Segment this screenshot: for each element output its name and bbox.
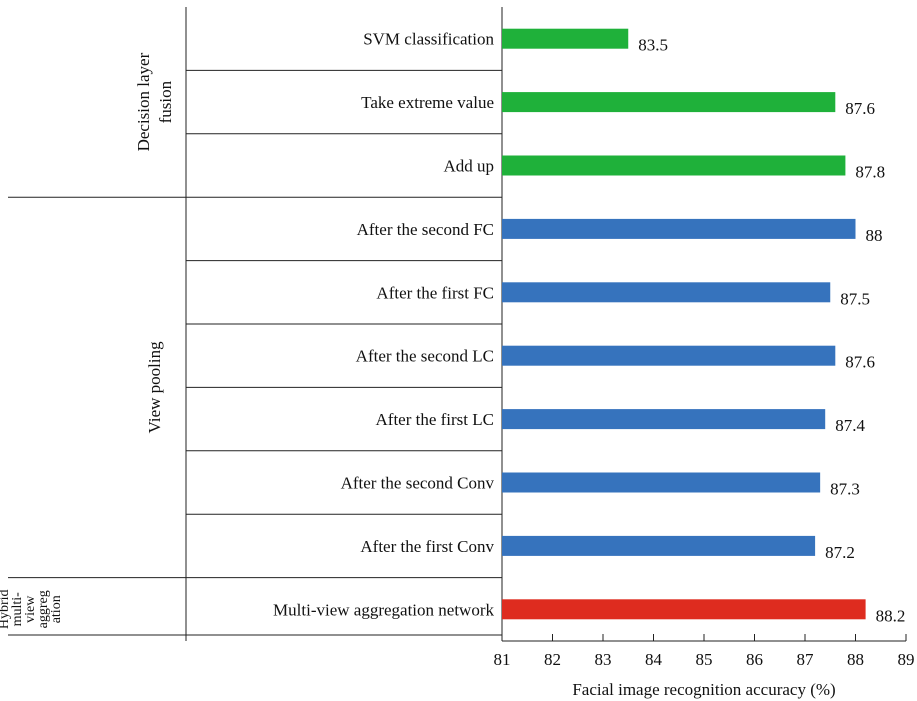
x-tick-label: 89	[898, 650, 915, 669]
group-label: View pooling	[145, 341, 164, 433]
value-label: 87.8	[855, 163, 885, 182]
category-label: Add up	[443, 157, 494, 176]
category-label: After the first Conv	[360, 537, 494, 556]
x-tick-label: 81	[494, 650, 511, 669]
group-label-line: View pooling	[145, 341, 164, 433]
value-label: 87.2	[825, 543, 855, 562]
bar	[502, 409, 826, 430]
x-tick-label: 84	[645, 650, 663, 669]
category-label: After the second FC	[357, 220, 494, 239]
x-axis-title: Facial image recognition accuracy (%)	[572, 680, 835, 699]
value-label: 87.6	[845, 99, 875, 118]
group-label-line: fusion	[156, 80, 175, 123]
category-labels: SVM classification Take extreme value Add …	[273, 30, 494, 620]
group-label-line: aggreg	[36, 590, 51, 628]
x-tick-label: 87	[797, 650, 815, 669]
category-label: After the first FC	[376, 283, 494, 302]
bar	[502, 535, 816, 556]
x-tick-label: 83	[595, 650, 612, 669]
x-axis: 81 82 83 84 85 86 87 88 89	[494, 634, 915, 669]
x-tick-label: 85	[696, 650, 713, 669]
group-label: Decision layer fusion	[134, 52, 175, 151]
group-label-line: view	[23, 595, 38, 623]
category-label: SVM classification	[363, 30, 494, 49]
value-labels: 83.5 87.6 87.8 88 87.5 87.6 87.4 87.3 87.2 88.2	[638, 36, 905, 626]
category-label: Take extreme value	[361, 93, 494, 112]
bar	[502, 155, 846, 176]
category-label: After the second LC	[356, 347, 494, 366]
category-label: Multi-view aggregation network	[273, 600, 494, 619]
chart-frame	[8, 7, 503, 641]
group-label-line: Hybrid	[0, 589, 12, 629]
bar	[502, 218, 856, 239]
group-labels: Decision layer fusion View pooling Hybridmu…	[0, 52, 175, 629]
value-label: 87.4	[835, 416, 865, 435]
value-label: 87.6	[845, 353, 875, 372]
group-label-line: multi-	[10, 592, 25, 627]
bar	[502, 28, 629, 49]
bar	[502, 345, 836, 366]
value-label: 87.5	[840, 289, 870, 308]
bar	[502, 472, 821, 493]
value-label: 88.2	[876, 606, 906, 625]
bar	[502, 282, 831, 303]
group-label: Hybridmulti-viewaggregation	[0, 589, 64, 629]
x-tick-label: 82	[544, 650, 561, 669]
value-label: 87.3	[830, 480, 860, 499]
category-label: After the first LC	[376, 410, 495, 429]
x-tick-label: 86	[746, 650, 763, 669]
value-label: 83.5	[638, 36, 668, 55]
group-label-line: Decision layer	[134, 52, 153, 151]
bar	[502, 599, 866, 620]
bar	[502, 92, 836, 113]
x-tick-label: 88	[847, 650, 864, 669]
group-label-line: ation	[49, 595, 64, 623]
bars	[502, 28, 866, 620]
value-label: 88	[866, 226, 883, 245]
category-label: After the second Conv	[341, 474, 495, 493]
